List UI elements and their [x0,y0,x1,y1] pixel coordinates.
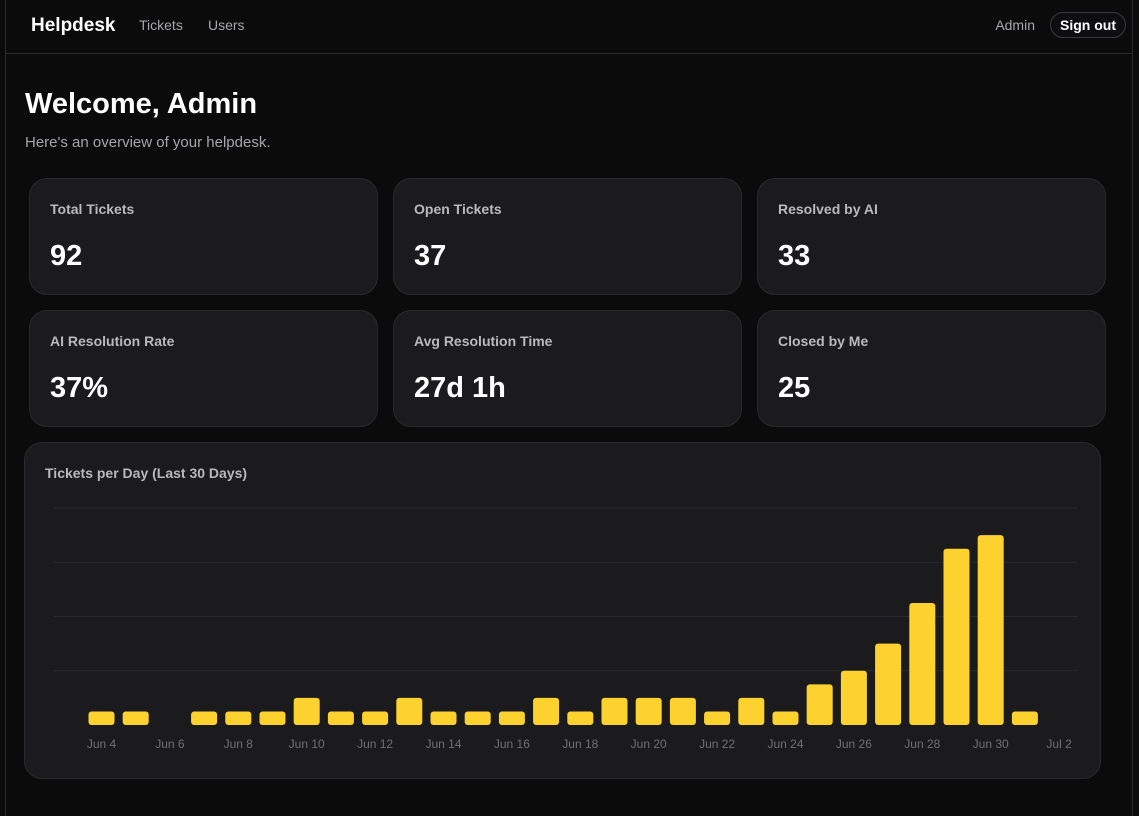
chart-bar[interactable] [806,684,833,725]
stat-label: Resolved by AI [778,201,878,217]
tickets-per-day-chart: Jun 4 Jun 6 Jun 8 Jun 10 Jun 12 Jun 14 Jun 16 J… [53,507,1077,751]
page-subtitle: Here's an overview of your helpdesk. [25,134,271,151]
chart-tick-label: Jun 16 [494,737,530,751]
chart-bar[interactable] [909,602,936,725]
chart-tick-label: Jun 22 [699,737,735,751]
chart-tick-label: Jun 28 [904,737,940,751]
chart-tick-label: Jun 4 [87,737,117,751]
chart-bar[interactable] [601,697,628,725]
chart-bar[interactable] [293,697,320,725]
chart-bar[interactable] [669,697,696,725]
current-user-name: Admin [995,17,1035,33]
chart-bar[interactable] [122,711,149,725]
tickets-per-day-chart-card: Tickets per Day (Last 30 Days) Jun 4 Jun … [24,442,1101,779]
nav-tickets-link[interactable]: Tickets [139,17,183,33]
chart-bar[interactable] [362,711,389,725]
stat-card-closed-by-me: Closed by Me 25 [757,310,1106,427]
stat-label: AI Resolution Rate [50,333,175,349]
chart-bar[interactable] [840,670,867,725]
chart-bar[interactable] [567,711,594,725]
chart-bar[interactable] [327,711,354,725]
stat-card-total-tickets: Total Tickets 92 [29,178,378,295]
app-frame: Helpdesk Tickets Users Admin Sign out [5,0,1133,816]
chart-tick-label: Jul 2 [1046,737,1072,751]
chart-tick-label: Jun 30 [973,737,1009,751]
chart-bar[interactable] [464,711,491,725]
chart-tick-label: Jun 24 [767,737,803,751]
chart-bar[interactable] [738,697,765,725]
chart-tick-label: Jun 20 [631,737,667,751]
chart-tick-label: Jun 26 [836,737,872,751]
stat-value: 27d 1h [414,372,506,404]
stat-card-open-tickets: Open Tickets 37 [393,178,742,295]
chart-bar[interactable] [1011,711,1038,725]
top-nav: Helpdesk Tickets Users Admin Sign out [6,0,1132,54]
chart-bar[interactable] [533,697,560,725]
page-title: Welcome, Admin [25,88,258,120]
stat-label: Open Tickets [414,201,502,217]
sign-out-button[interactable]: Sign out [1050,12,1126,38]
chart-bar[interactable] [498,711,525,725]
stat-label: Total Tickets [50,201,135,217]
stat-card-ai-resolution-rate: AI Resolution Rate 37% [29,310,378,427]
chart-bar[interactable] [88,711,115,725]
chart-bar[interactable] [875,643,902,725]
stat-label: Closed by Me [778,333,869,349]
chart-bar[interactable] [396,697,423,725]
brand-logo[interactable]: Helpdesk [31,15,116,36]
chart-bar[interactable] [704,711,731,725]
chart-tick-label: Jun 6 [155,737,185,751]
chart-tick-label: Jun 12 [357,737,393,751]
stat-label: Avg Resolution Time [414,333,553,349]
chart-bar[interactable] [772,711,799,725]
chart-bar[interactable] [430,711,457,725]
chart-tick-label: Jun 10 [289,737,325,751]
chart-tick-label: Jun 8 [224,737,254,751]
chart-tick-label: Jun 18 [562,737,598,751]
chart-bar[interactable] [977,535,1004,725]
chart-bar[interactable] [943,548,970,725]
chart-bar[interactable] [225,711,252,725]
chart-bar[interactable] [191,711,218,725]
chart-title: Tickets per Day (Last 30 Days) [45,465,248,481]
stat-value: 33 [778,240,811,272]
stat-card-avg-resolution-time: Avg Resolution Time 27d 1h [393,310,742,427]
chart-bar[interactable] [635,697,662,725]
stat-value: 25 [778,372,811,404]
stat-card-resolved-by-ai: Resolved by AI 33 [757,178,1106,295]
stat-value: 37% [50,372,109,404]
stat-value: 92 [50,240,83,272]
chart-tick-label: Jun 14 [425,737,461,751]
stat-value: 37 [414,240,447,272]
nav-users-link[interactable]: Users [208,17,245,33]
chart-bar[interactable] [259,711,286,725]
